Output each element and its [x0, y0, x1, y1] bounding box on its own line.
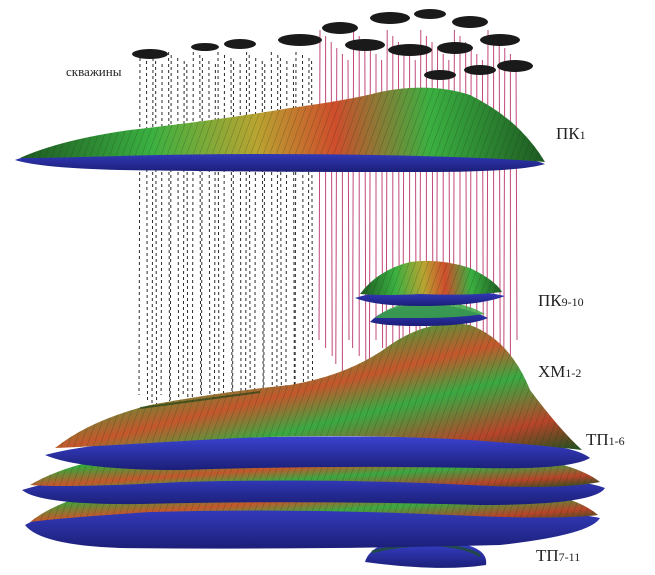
well-line — [270, 51, 273, 402]
well-line — [245, 51, 248, 396]
label-tp1-6-sub: 1-6 — [608, 434, 625, 448]
well-line — [155, 60, 158, 414]
well-line — [217, 51, 220, 414]
label-pk1: ПК1 — [556, 124, 586, 144]
well-line — [169, 54, 172, 408]
well-line — [151, 57, 154, 408]
well-line — [186, 63, 189, 402]
label-tp7-11-sub: 7-11 — [558, 550, 581, 564]
label-pk9-10: ПК9-10 — [538, 291, 584, 311]
wells-black — [138, 51, 314, 414]
label-hm1-2: ХМ1-2 — [538, 362, 581, 382]
well-line — [279, 57, 282, 414]
well-line — [213, 63, 216, 408]
label-pk1-sub: 1 — [579, 128, 586, 142]
layer-hm1-2 — [55, 323, 582, 450]
well-line — [330, 41, 333, 357]
well-line — [232, 60, 235, 408]
well-line — [168, 51, 171, 402]
label-tp7-11-main: ТП — [536, 546, 559, 565]
well-line — [146, 54, 148, 402]
well-line — [352, 29, 355, 349]
layer-pk9-10 — [355, 260, 505, 326]
well-line — [177, 57, 180, 414]
well-line — [318, 29, 321, 341]
well-line — [515, 59, 518, 341]
well-line — [239, 63, 242, 414]
well-line — [182, 60, 185, 396]
label-hm1-2-sub: 1-2 — [565, 366, 582, 380]
well-line — [138, 51, 141, 396]
well-heads — [132, 9, 533, 80]
well-line — [276, 54, 279, 408]
label-tp1-6-main: ТП — [586, 430, 609, 449]
label-pk9-10-main: ПК — [538, 291, 562, 310]
layer-tp1-6 — [22, 436, 605, 549]
label-hm1-2-main: ХМ — [538, 362, 566, 381]
well-line — [254, 57, 257, 408]
well-line — [261, 60, 264, 414]
label-tp7-11: ТП7-11 — [536, 546, 580, 566]
well-line — [208, 60, 211, 402]
well-line — [248, 54, 251, 402]
wells-label: скважины — [66, 64, 122, 79]
well-line — [191, 51, 194, 408]
well-line — [498, 41, 501, 357]
well-line — [385, 29, 388, 357]
well-line — [294, 51, 297, 408]
well-line — [223, 54, 225, 396]
well-line — [364, 41, 367, 365]
well-line — [503, 47, 506, 365]
well-line — [200, 57, 203, 396]
label-pk9-10-sub: 9-10 — [561, 295, 584, 309]
well-line — [230, 57, 233, 402]
well-line — [160, 63, 163, 396]
label-tp1-6: ТП1-6 — [586, 430, 625, 450]
well-line — [199, 54, 202, 414]
label-pk1-main: ПК — [556, 124, 580, 143]
well-line — [335, 47, 338, 365]
layer-pk1 — [15, 87, 545, 172]
